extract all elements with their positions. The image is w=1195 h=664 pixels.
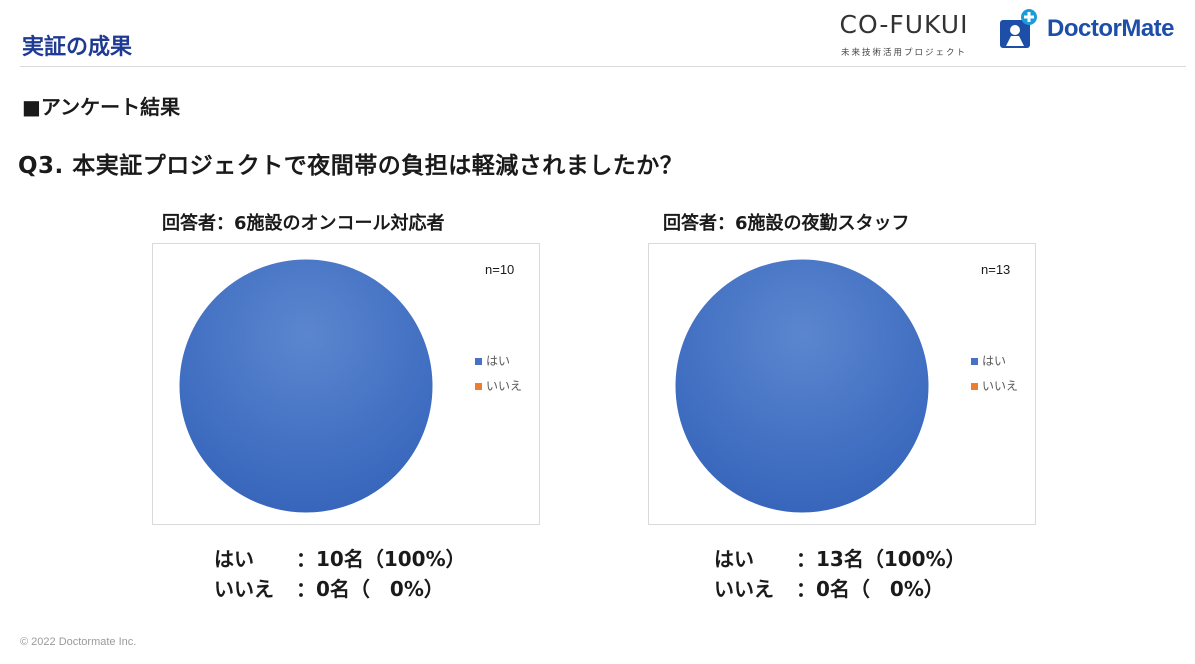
doctormate-mark-icon (998, 8, 1040, 50)
copyright-footer: © 2022 Doctormate Inc. (20, 636, 137, 648)
page-title: 実証の成果 (22, 35, 133, 60)
legend-swatch (475, 383, 482, 390)
doctormate-logo: DoctorMate (998, 8, 1175, 50)
summary-label: いいえ (214, 577, 274, 601)
summary-label: いいえ (714, 577, 774, 601)
question-text: Q3. 本実証プロジェクトで夜間帯の負担は軽減されましたか？ (18, 153, 684, 179)
title-divider (20, 66, 1186, 67)
legend-label: いいえ (486, 379, 522, 393)
legend-swatch (971, 358, 978, 365)
legend-swatch (971, 383, 978, 390)
summary-label: はい (214, 547, 254, 571)
chart-2-summary-no: いいえ ：0名（ 0%） (714, 574, 966, 604)
chart-1-summary-yes: はい ：10名（100%） (214, 544, 466, 574)
summary-value: ：0名（ 0%） (796, 577, 944, 601)
summary-value: ：10名（100%） (296, 547, 466, 571)
chart-2-summary-yes: はい ：13名（100%） (714, 544, 966, 574)
chart-2-title: 回答者：6施設の夜勤スタッフ (663, 213, 910, 234)
legend-label: いいえ (982, 379, 1018, 393)
summary-value: ：13名（100%） (796, 547, 966, 571)
section-heading: ■アンケート結果 (22, 95, 181, 119)
legend-label: はい (486, 354, 510, 368)
cofukui-logo-word: CO-FUKUI (839, 10, 969, 39)
chart-1-frame: n=10 はいいいえ (152, 243, 540, 525)
chart-2-frame: n=13 はいいいえ (648, 243, 1036, 525)
doctormate-logo-word: DoctorMate (1047, 15, 1175, 42)
legend-swatch (475, 358, 482, 365)
legend-label: はい (982, 354, 1006, 368)
summary-value: ：0名（ 0%） (296, 577, 444, 601)
sample-size-label: n=13 (981, 262, 1010, 277)
pie-slice-はい (178, 258, 434, 514)
pie-slice-はい (674, 258, 930, 514)
chart-2-summary: はい ：13名（100%） いいえ ：0名（ 0%） (714, 544, 966, 604)
chart-1-summary: はい ：10名（100%） いいえ ：0名（ 0%） (214, 544, 466, 604)
summary-label: はい (714, 547, 754, 571)
cofukui-logo: CO-FUKUI 未来技術活用プロジェクト (828, 10, 980, 58)
sample-size-label: n=10 (485, 262, 514, 277)
chart-1-title: 回答者：6施設のオンコール対応者 (162, 213, 445, 234)
cofukui-logo-subtitle: 未来技術活用プロジェクト (840, 48, 967, 58)
chart-1-summary-no: いいえ ：0名（ 0%） (214, 574, 466, 604)
